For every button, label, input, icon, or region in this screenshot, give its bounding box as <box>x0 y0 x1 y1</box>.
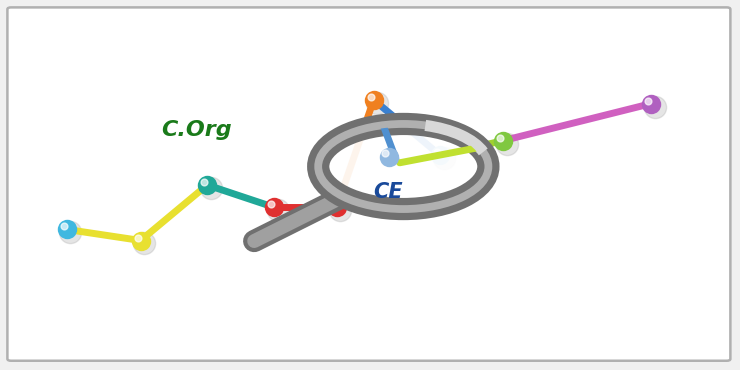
Circle shape <box>318 124 488 209</box>
Text: CE: CE <box>374 182 403 202</box>
FancyBboxPatch shape <box>7 7 730 361</box>
Text: C.Org: C.Org <box>161 120 232 139</box>
